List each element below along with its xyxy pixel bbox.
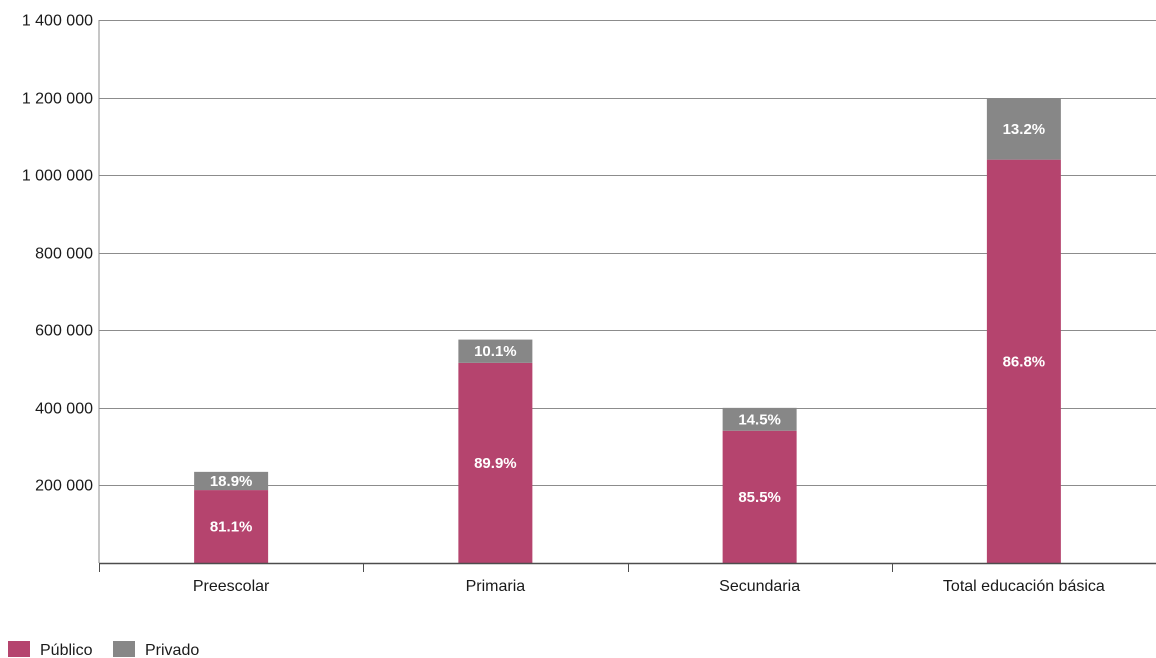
bar-data-label: 81.1% <box>210 519 253 536</box>
legend-swatch <box>113 641 135 657</box>
bar-segment <box>458 339 533 363</box>
bar-data-label: 14.5% <box>738 411 781 428</box>
bar-segment <box>986 98 1061 160</box>
bar-data-label: 13.2% <box>1003 121 1046 138</box>
bar-segment <box>722 407 797 431</box>
x-axis-category-labels: Preescolar Primaria Secundaria Total educac… <box>193 578 1105 595</box>
bars: 81.1% 18.9% 89.9% 10.1% 85.5% 14.5% 86.8% 13.2% <box>194 98 1061 563</box>
legend-label: Privado <box>145 642 199 658</box>
bar-segment <box>722 430 797 563</box>
grid-lines <box>99 20 1156 486</box>
y-axis-tick-labels: 200 000 400 000 600 000 800 000 1 000 000 1 2… <box>22 13 93 495</box>
y-tick-label: 1 400 000 <box>22 13 93 30</box>
y-tick-label: 800 000 <box>35 246 93 263</box>
y-tick-label: 200 000 <box>35 478 93 495</box>
legend-swatch <box>8 641 30 657</box>
bar-data-label: 89.9% <box>474 455 517 472</box>
bar-data-label: 10.1% <box>474 343 517 360</box>
bar-segment <box>986 159 1061 563</box>
x-category-label: Secundaria <box>719 578 800 595</box>
bar-segment <box>194 471 269 491</box>
bar-data-label: 85.5% <box>738 489 781 506</box>
bar-data-label: 86.8% <box>1003 353 1046 370</box>
x-category-label: Primaria <box>466 578 526 595</box>
y-tick-label: 600 000 <box>35 323 93 340</box>
y-tick-label: 1 200 000 <box>22 91 93 108</box>
y-tick-label: 1 000 000 <box>22 168 93 185</box>
x-axis <box>98 20 1156 572</box>
legend-label: Público <box>40 642 93 658</box>
y-tick-label: 400 000 <box>35 401 93 418</box>
bar-segment <box>194 490 269 563</box>
bar-data-label: 18.9% <box>210 473 253 490</box>
x-category-label: Preescolar <box>193 578 270 595</box>
legend: Público Privado <box>8 641 199 658</box>
x-category-label: Total educación básica <box>943 578 1105 595</box>
bar-segment <box>458 362 533 563</box>
